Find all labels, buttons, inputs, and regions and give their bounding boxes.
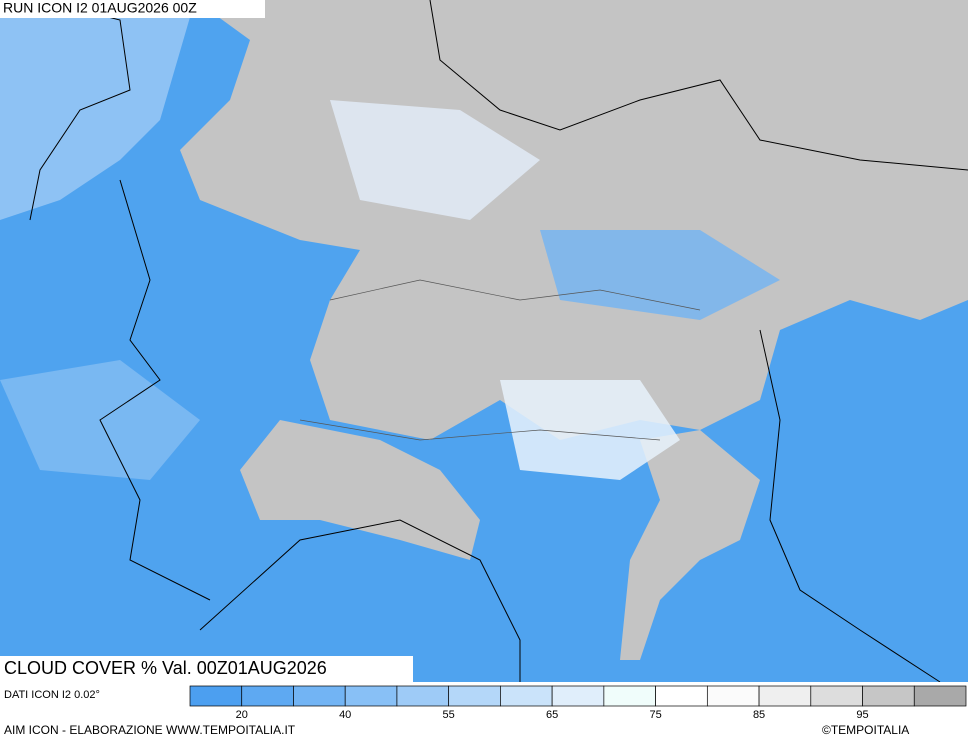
legend-swatch — [758, 685, 812, 707]
cloud-patch — [330, 100, 540, 220]
legend: 20 40 55 65 75 85 95 — [189, 685, 967, 721]
legend-label: 75 — [649, 709, 661, 721]
border — [429, 0, 968, 171]
cloud-patch — [500, 380, 680, 480]
map-title: CLOUD COVER % Val. 00Z01AUG2026 — [4, 658, 327, 678]
legend-label: 55 — [443, 709, 455, 721]
cloud-patch — [0, 0, 195, 220]
legend-label: 40 — [339, 709, 351, 721]
legend-swatch — [500, 685, 553, 707]
title-box — [0, 656, 413, 682]
land-west — [240, 420, 480, 560]
cloud-patch — [540, 230, 780, 320]
footer-left: AIM ICON - ELABORAZIONE WWW.TEMPOITALIA.… — [4, 723, 296, 737]
run-label: RUN ICON I2 01AUG2026 00Z — [3, 0, 197, 16]
legend-label: 95 — [856, 709, 868, 721]
legend-swatch — [706, 685, 760, 707]
legend-label: 65 — [546, 709, 558, 721]
legend-label: 20 — [236, 709, 248, 721]
coastline — [199, 519, 521, 682]
land-coast — [620, 430, 760, 660]
region-border — [299, 279, 701, 441]
run-box — [0, 0, 265, 18]
legend-swatch — [396, 685, 450, 707]
legend-swatch — [810, 685, 863, 707]
legend-swatch — [913, 685, 967, 707]
legend-swatch — [293, 685, 346, 707]
legend-swatch — [448, 685, 501, 707]
legend-swatch — [655, 685, 708, 707]
coastline — [759, 329, 941, 683]
legend-swatch — [551, 685, 605, 707]
legend-swatch — [862, 685, 915, 707]
legend-swatch — [241, 685, 294, 707]
footer-right: ©TEMPOITALIA — [822, 723, 909, 737]
border — [99, 179, 211, 601]
legend-swatch — [603, 685, 656, 707]
source-label: DATI ICON I2 0.02° — [4, 689, 100, 701]
legend-swatch — [344, 685, 398, 707]
map — [0, 0, 968, 683]
legend-label: 85 — [753, 709, 765, 721]
legend-swatch — [189, 685, 243, 707]
